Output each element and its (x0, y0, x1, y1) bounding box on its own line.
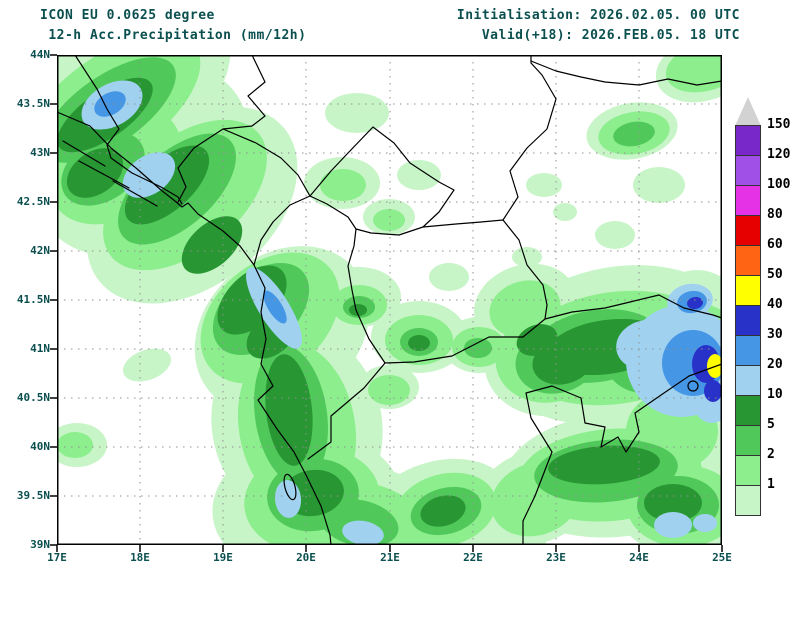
lat-label: 42.5N (16, 195, 50, 208)
colorbar-swatch (735, 335, 761, 366)
colorbar-label: 20 (767, 357, 783, 372)
colorbar-label: 2 (767, 447, 775, 462)
croatian-islands (62, 140, 158, 207)
colorbar-swatch (735, 485, 761, 516)
colorbar-label: 1 (767, 477, 775, 492)
lon-label: 17E (47, 551, 67, 564)
border-croatia-bosnia (74, 55, 183, 205)
aegean-coastline (522, 363, 722, 545)
border-macedonia-bulgaria (502, 219, 548, 320)
model-title: ICON EU 0.0625 degree (40, 8, 215, 23)
lat-label: 41N (30, 342, 50, 355)
colorbar-swatch (735, 425, 761, 456)
lat-label: 41.5N (16, 293, 50, 306)
colorbar-swatch (735, 215, 761, 246)
border-montenegro-albania (253, 195, 311, 266)
colorbar-swatch (735, 125, 761, 156)
lon-label: 24E (629, 551, 649, 564)
map-frame (57, 55, 722, 545)
colorbar-swatch (735, 365, 761, 396)
lat-label: 39.5N (16, 489, 50, 502)
colorbar-label: 50 (767, 267, 783, 282)
colorbar-swatch (735, 245, 761, 276)
lon-label: 22E (463, 551, 483, 564)
colorbar-label: 60 (767, 237, 783, 252)
border-bulgaria-romania-danube (530, 60, 722, 86)
border-kosovo (309, 126, 455, 236)
border-albania-macedonia (347, 228, 386, 364)
corfu-island (283, 473, 297, 501)
border-montenegro-serbia (222, 128, 311, 197)
lat-label: 39N (30, 538, 50, 551)
parameter-title: 12-h Acc.Precipitation (mm/12h) (40, 28, 307, 43)
lat-label: 42N (30, 244, 50, 257)
valid-time: Valid(+18): 2026.FEB.05. 18 UTC (481, 28, 740, 43)
colorbar-label: 30 (767, 327, 783, 342)
lon-label: 23E (546, 551, 566, 564)
lat-label: 44N (30, 48, 50, 61)
colorbar-swatch (735, 155, 761, 186)
axis-ticks (50, 54, 723, 552)
colorbar-label: 150 (767, 117, 791, 132)
lon-label: 21E (380, 551, 400, 564)
colorbar: 150 120 100 80 60 50 40 30 20 10 5 2 1 (735, 97, 799, 529)
lat-label: 40.5N (16, 391, 50, 404)
colorbar-label: 120 (767, 147, 791, 162)
lat-label: 43N (30, 146, 50, 159)
colorbar-overflow-triangle (735, 97, 761, 126)
map-content (57, 55, 722, 545)
colorbar-label: 40 (767, 297, 783, 312)
lat-label: 40N (30, 440, 50, 453)
colorbar-swatch (735, 395, 761, 426)
border-bosnia-serbia-montenegro (177, 55, 266, 203)
colorbar-swatch (735, 185, 761, 216)
colorbar-swatch (735, 455, 761, 486)
colorbar-label: 10 (767, 387, 783, 402)
border-serbia-macedonia (422, 219, 504, 228)
precipitation-map (50, 54, 723, 552)
adriatic-coastline (57, 111, 332, 545)
precip-layer-yellow (707, 354, 722, 378)
colorbar-swatch (735, 275, 761, 306)
colorbar-swatch (735, 305, 761, 336)
colorbar-label: 5 (767, 417, 775, 432)
colorbar-label: 100 (767, 177, 791, 192)
coastline-and-borders (57, 55, 722, 545)
lon-label: 19E (213, 551, 233, 564)
lon-label: 25E (712, 551, 732, 564)
thasos-island (687, 380, 699, 392)
border-serbia-bulgaria (502, 55, 557, 221)
colorbar-label: 80 (767, 207, 783, 222)
grid-lines (57, 55, 722, 545)
initialisation-time: Initialisation: 2026.02.05. 00 UTC (456, 8, 740, 23)
lon-label: 20E (296, 551, 316, 564)
lon-label: 18E (130, 551, 150, 564)
lat-label: 43.5N (16, 97, 50, 110)
border-greece-north (307, 294, 722, 460)
